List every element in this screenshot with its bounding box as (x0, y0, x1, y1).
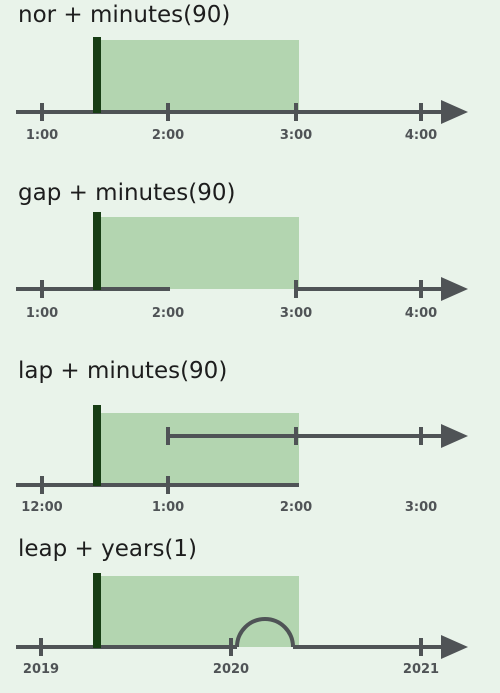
axis-arrow-icon (441, 424, 468, 448)
tick-label: 2:00 (280, 500, 312, 515)
tick-label: 2019 (23, 662, 59, 677)
panel-title: nor + minutes(90) (18, 2, 231, 28)
timeline-leap: 2019 2020 2021 (16, 573, 468, 677)
panel-title: lap + minutes(90) (18, 358, 228, 384)
tick-label: 2:00 (152, 306, 184, 321)
tick-label: 3:00 (280, 128, 312, 143)
axis-arrow-icon (441, 100, 468, 124)
panel-title: leap + years(1) (18, 536, 198, 562)
start-marker (93, 37, 101, 113)
interval-rect (97, 576, 299, 647)
axis-arrow-icon (441, 635, 468, 659)
start-marker (93, 212, 101, 290)
tick-label: 4:00 (405, 306, 437, 321)
interval-rect (97, 413, 299, 485)
panel-gap: gap + minutes(90) 1:00 2:00 3:00 4:00 (0, 178, 500, 348)
axis-arrow-icon (441, 277, 468, 301)
tick-label: 1:00 (26, 306, 58, 321)
tick-label: 4:00 (405, 128, 437, 143)
panel-leap: leap + years(1) 2019 2020 2021 (0, 534, 500, 688)
panel-title: gap + minutes(90) (18, 180, 236, 206)
timeline-nor: 1:00 2:00 3:00 4:00 (16, 37, 468, 143)
panel-lap: lap + minutes(90) 12:00 1:00 2:00 3:00 (0, 356, 500, 526)
tick-label: 3:00 (280, 306, 312, 321)
tick-label: 3:00 (405, 500, 437, 515)
tick-label: 1:00 (26, 128, 58, 143)
tick-label: 2:00 (152, 128, 184, 143)
tick-label: 2021 (403, 662, 439, 677)
tick-label: 12:00 (21, 500, 62, 515)
start-marker (93, 405, 101, 486)
panel-nor: nor + minutes(90) 1:00 2:00 3:00 4:00 (0, 0, 500, 170)
interval-rect (97, 217, 299, 289)
tick-label: 2020 (213, 662, 249, 677)
timeline-lap: 12:00 1:00 2:00 3:00 (16, 405, 468, 515)
timeline-gap: 1:00 2:00 3:00 4:00 (16, 212, 468, 321)
start-marker (93, 573, 101, 648)
tick-label: 1:00 (152, 500, 184, 515)
leap-day-hump (235, 617, 295, 648)
interval-rect (97, 40, 299, 112)
